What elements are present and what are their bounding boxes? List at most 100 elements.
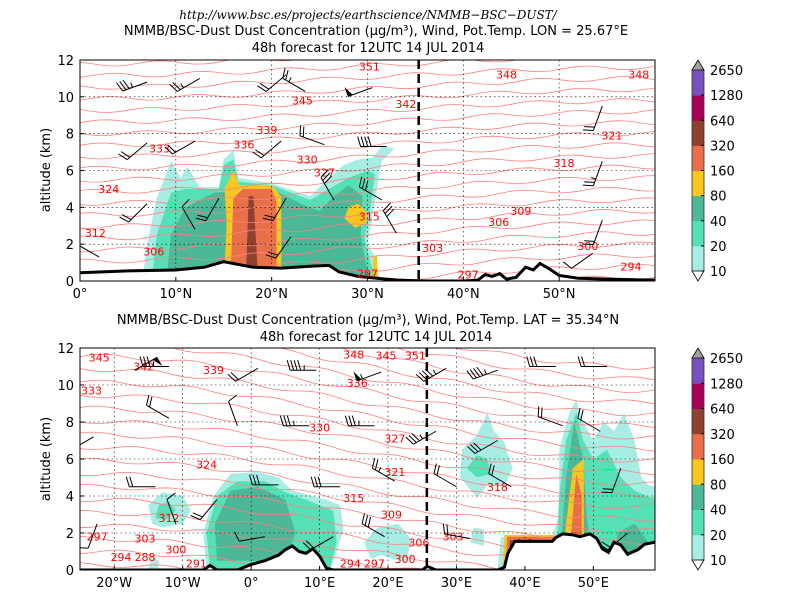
barb-tick (421, 370, 431, 379)
isentrope-label: 324 (98, 183, 119, 196)
isentrope-label: 318 (487, 481, 508, 494)
colorbar-label: 1280 (710, 89, 743, 104)
isentrope-label: 327 (314, 166, 335, 179)
barb-staff (239, 536, 265, 542)
colorbar-segment (692, 70, 704, 96)
dust-region-320 (245, 196, 259, 281)
barb-tick (367, 136, 372, 147)
isentrope-label: 294 (621, 260, 642, 273)
isentrope-label: 303 (135, 533, 156, 546)
barb-tick (118, 153, 128, 161)
y-tick-label: 10 (57, 379, 74, 394)
barb-tick (121, 214, 132, 221)
isentrope-label: 309 (381, 509, 402, 522)
barb-tick (382, 202, 391, 211)
colorbar-label: 2650 (710, 352, 743, 367)
barb-flag (344, 87, 353, 97)
y-tick-label: 4 (66, 490, 74, 505)
colorbar-segment (692, 95, 704, 121)
barb-tick (601, 491, 612, 494)
colorbar-label: 80 (710, 478, 727, 493)
x-tick-label: 40°N (447, 287, 480, 302)
barb-tick (70, 439, 78, 446)
colorbar-segment (692, 433, 704, 460)
isentrope-label: 312 (158, 512, 179, 525)
top-colorbar: 10 20 40 80 160 320 640 1280 2650 (691, 59, 743, 282)
x-tick-label: 30°N (351, 287, 384, 302)
isentrope-label: 330 (297, 153, 318, 166)
barb-tick (436, 465, 440, 476)
x-tick-label: 50°N (543, 287, 576, 302)
dust-region-10 (364, 523, 412, 563)
wind-barb (181, 198, 196, 230)
terrain-fill (80, 261, 655, 281)
bottom-y-axis-label: altitude (km) (39, 417, 54, 501)
colorbar-label: 40 (710, 215, 727, 230)
barb-flag (152, 357, 163, 366)
barb-staff (611, 468, 622, 493)
isentrope-label: 345 (375, 349, 396, 362)
isentrope-label: 300 (395, 553, 416, 566)
barb-tick (77, 234, 79, 244)
barb-staff (310, 536, 334, 551)
barb-staff (359, 186, 383, 201)
wind-barb (195, 197, 220, 222)
barb-tick (302, 542, 312, 551)
barb-tick (601, 541, 611, 548)
isentrope-label: 348 (628, 69, 649, 82)
barb-half-tick (419, 434, 423, 440)
wind-barb (537, 406, 563, 427)
isentrope-label: 321 (601, 130, 622, 143)
isentrope-327 (80, 405, 655, 476)
wind-barb (562, 252, 593, 269)
x-tick-label: 20°N (255, 287, 288, 302)
wind-barb (299, 125, 325, 146)
barb-tick (227, 373, 236, 382)
y-tick-label: 0 (66, 564, 74, 579)
colorbar-under-triangle (691, 270, 705, 282)
colorbar-label: 160 (710, 165, 735, 180)
colorbar-segment (692, 534, 704, 561)
barb-tick (149, 396, 153, 408)
barb-staff (444, 533, 471, 540)
barb-tick (351, 415, 356, 426)
colorbar-segment (692, 120, 704, 146)
barb-tick (364, 180, 369, 191)
barb-tick (252, 474, 257, 486)
colorbar-segment (692, 245, 704, 272)
barb-tick (249, 474, 253, 486)
wind-barb (467, 440, 498, 454)
barb-tick (322, 172, 331, 181)
dust-region-40 (214, 486, 296, 561)
wind-barb (582, 161, 603, 187)
dust-region-10 (459, 412, 513, 498)
barb-half-tick (432, 369, 437, 375)
wind-barb (139, 356, 169, 367)
barb-tick (305, 540, 315, 549)
top-chart-title: NMMB/BSC-Dust Dust Concentration (µg/m³)… (124, 24, 628, 39)
barb-tick (473, 368, 481, 377)
isentrope-333 (80, 379, 655, 452)
colorbar-segment (692, 484, 704, 510)
y-tick-label: 10 (57, 91, 74, 106)
barb-tick (374, 459, 379, 471)
x-tick-label: 20°E (372, 576, 403, 591)
source-url: http://www.bsc.es/projects/earthscience/… (179, 8, 558, 22)
barb-tick (364, 515, 369, 526)
barb-tick (317, 476, 322, 487)
wind-barb (344, 415, 375, 427)
barb-tick (491, 465, 495, 476)
barb-tick (122, 79, 130, 89)
isentrope-342 (171, 348, 655, 417)
barb-tick (255, 149, 265, 156)
colorbar-segment (692, 509, 704, 536)
colorbar-label: 320 (710, 428, 735, 443)
isentrope-label: 312 (85, 227, 106, 240)
wind-barb (234, 531, 265, 542)
barb-tick (582, 243, 594, 246)
isentrope-label: 345 (89, 351, 110, 364)
barb-tick (143, 356, 147, 367)
isentrope-label: 315 (343, 492, 364, 505)
barb-staff (592, 220, 603, 245)
wind-barb (119, 203, 148, 223)
